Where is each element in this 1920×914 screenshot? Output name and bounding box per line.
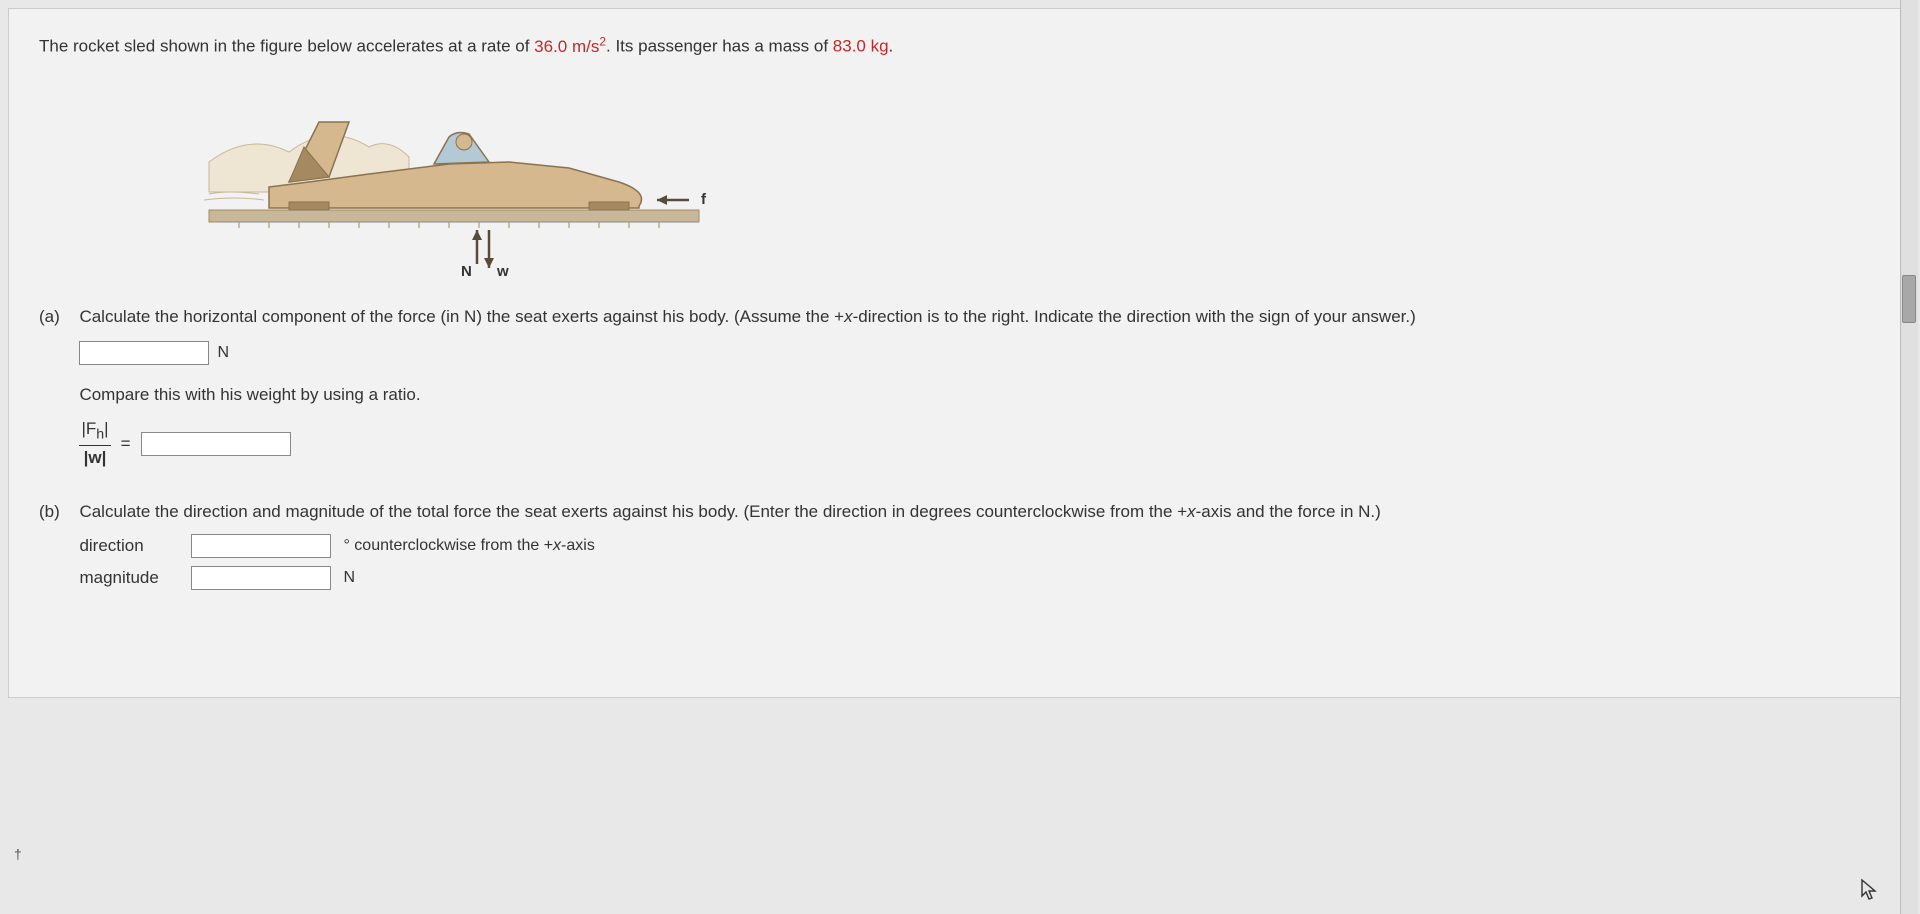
question-intro: The rocket sled shown in the figure belo… <box>39 33 1881 58</box>
ratio-bot: |w| <box>82 448 109 468</box>
direction-unit: ° counterclockwise from the +x-axis <box>343 537 594 555</box>
w-label-text: w <box>496 263 509 280</box>
part-b-body: Calculate the direction and magnitude of… <box>79 502 1877 598</box>
direction-label: direction <box>79 536 179 556</box>
part-a-q1: Calculate the horizontal component of th… <box>79 307 1877 327</box>
question-panel: The rocket sled shown in the figure belo… <box>8 8 1912 698</box>
intro-mid: . Its passenger has a mass of <box>606 37 833 56</box>
N-label-text: N <box>461 263 472 280</box>
answer-row-fh: N <box>79 341 1877 365</box>
intro-post: . <box>889 37 894 56</box>
part-a: (a) Calculate the horizontal component o… <box>39 307 1881 481</box>
intro-pre: The rocket sled shown in the figure belo… <box>39 37 534 56</box>
part-a-label: (a) <box>39 307 75 327</box>
scrollbar-thumb[interactable] <box>1902 275 1916 323</box>
input-direction[interactable] <box>191 534 331 558</box>
equals-sign: = <box>121 434 131 454</box>
input-ratio[interactable] <box>141 432 291 456</box>
f-label-text: f <box>701 191 707 208</box>
figure: f N w <box>189 82 1881 287</box>
input-magnitude[interactable] <box>191 566 331 590</box>
unit-N-1: N <box>217 344 229 362</box>
ratio-row: |Fh| |w| = <box>79 419 1877 467</box>
footnote-marker: † <box>14 846 22 862</box>
direction-row: direction ° counterclockwise from the +x… <box>79 534 1877 558</box>
magnitude-unit: N <box>343 569 355 587</box>
ratio-bar <box>79 445 110 446</box>
scrollbar-track[interactable] <box>1900 0 1918 914</box>
ratio-fraction: |Fh| |w| <box>79 419 110 467</box>
mass-value: 83.0 kg <box>833 37 889 56</box>
ratio-top: |Fh| <box>79 419 110 442</box>
cursor-icon <box>1860 878 1880 902</box>
part-a-q2: Compare this with his weight by using a … <box>79 385 1877 405</box>
input-horizontal-force[interactable] <box>79 341 209 365</box>
magnitude-label: magnitude <box>79 568 179 588</box>
part-b-label: (b) <box>39 502 75 522</box>
part-b-q: Calculate the direction and magnitude of… <box>79 502 1877 522</box>
rocket-sled-svg: f N w <box>189 82 729 282</box>
magnitude-row: magnitude N <box>79 566 1877 590</box>
accel-value: 36.0 m/s2 <box>534 37 606 56</box>
part-a-body: Calculate the horizontal component of th… <box>79 307 1877 481</box>
part-b: (b) Calculate the direction and magnitud… <box>39 502 1881 598</box>
part-b-answers: direction ° counterclockwise from the +x… <box>79 534 1877 590</box>
